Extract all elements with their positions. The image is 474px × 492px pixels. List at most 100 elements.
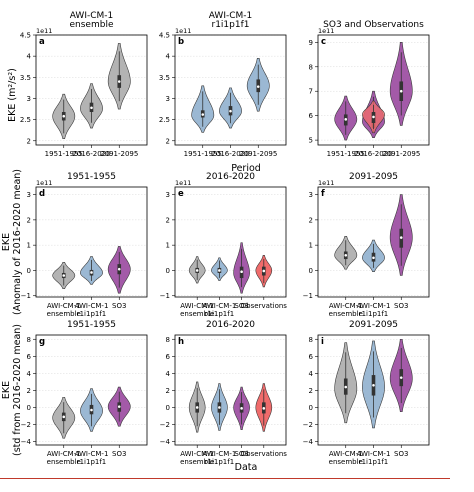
panel-title: AWI-CM-1 xyxy=(209,11,253,21)
x-tick-label: SO3 xyxy=(234,450,248,458)
violin-a-1 xyxy=(80,83,103,129)
y-tick-label: 0 xyxy=(166,267,170,275)
x-tick-label: Observations xyxy=(241,302,288,310)
x-tick-label: SO3 xyxy=(112,450,126,458)
violin-median xyxy=(372,256,375,260)
violin-median xyxy=(262,269,266,273)
x-tick-label: r1i1p1f1 xyxy=(359,458,389,466)
y-tick-label: −2 xyxy=(21,421,31,429)
violin-median xyxy=(218,406,221,409)
violin-d-0 xyxy=(52,262,76,289)
x-tick-label: ensemble xyxy=(47,310,81,318)
panel-g: −4 −2 0 2 4 6 8 AWI-CM-1ensembleAWI-CM-1r1i1p1f… xyxy=(21,320,148,466)
axis-exponent: 1e11 xyxy=(318,179,334,187)
x-tick-label: 2091-2095 xyxy=(239,150,277,158)
panels: 22.533.544.51951-19552016-20202091-2095A… xyxy=(20,11,430,466)
violin-median xyxy=(90,408,93,412)
violin-median xyxy=(399,376,403,379)
y-tick-label: 8 xyxy=(309,336,313,344)
y-tick-label: 4 xyxy=(309,370,314,378)
y-tick-label: 6 xyxy=(309,112,314,120)
violin-median xyxy=(344,253,348,257)
violin-median xyxy=(90,106,93,110)
panel-title: 2091-2095 xyxy=(349,172,398,182)
y-tick-label: 7 xyxy=(309,88,313,96)
y-tick-label: −1 xyxy=(21,292,31,300)
panel-title: 2016-2020 xyxy=(206,320,255,330)
row-3-ylabel-line-2: (std from 2016-2020 mean) xyxy=(12,324,23,456)
y-tick-label: −4 xyxy=(303,438,314,446)
y-tick-label: −4 xyxy=(160,438,171,446)
violin-median xyxy=(344,118,348,121)
y-tick-label: 4.5 xyxy=(159,32,170,40)
y-tick-label: 5 xyxy=(309,137,313,145)
y-tick-label: 2 xyxy=(309,216,313,224)
y-tick-label: 4 xyxy=(27,370,32,378)
y-tick-label: 0 xyxy=(309,267,313,275)
violin-f-0 xyxy=(334,236,358,270)
period-label: Period xyxy=(231,163,261,174)
violin-b-1 xyxy=(219,87,242,129)
violin-a-0 xyxy=(52,93,76,139)
y-tick-label: 0 xyxy=(166,404,170,412)
panel-frame xyxy=(174,334,287,446)
violin-median xyxy=(399,236,403,239)
x-tick-label: 2091-2095 xyxy=(382,150,420,158)
panel-letter: e xyxy=(178,189,184,199)
x-tick-label: ensemble xyxy=(329,458,363,466)
y-tick-label: 4 xyxy=(166,53,171,61)
violin-h-2 xyxy=(233,386,250,430)
violin-median xyxy=(90,271,93,274)
y-tick-label: 3 xyxy=(27,191,31,199)
violin-c-2 xyxy=(362,100,385,134)
y-tick-label: 8 xyxy=(27,336,31,344)
data-label: Data xyxy=(235,462,258,473)
y-tick-label: 6 xyxy=(309,353,314,361)
violin-median xyxy=(256,85,260,88)
panel-title: SO3 and Observations xyxy=(323,20,424,30)
x-tick-label: AWI-CM-1 xyxy=(75,450,109,458)
x-tick-label: 2091-2095 xyxy=(100,150,138,158)
violin-median xyxy=(399,89,403,93)
y-tick-label: 2 xyxy=(27,137,31,145)
violin-median xyxy=(62,274,66,277)
y-tick-label: −1 xyxy=(160,292,170,300)
violin-h-0 xyxy=(188,381,206,433)
y-tick-label: 3 xyxy=(166,191,170,199)
x-tick-label: r1i1p1f1 xyxy=(205,458,235,466)
y-tick-label: −2 xyxy=(160,421,170,429)
x-tick-label: 2016-2020 xyxy=(211,150,249,158)
violin-median xyxy=(195,406,199,409)
violin-median xyxy=(201,113,205,116)
y-tick-label: 3.5 xyxy=(159,74,170,82)
panel-h: −4 −2 0 2 4 6 8 AWI-CM-1ensembleAWI-CM-1r1i1p1f… xyxy=(160,320,288,466)
panel-title: ensemble xyxy=(70,20,114,30)
panel-title: 1951-1955 xyxy=(67,320,116,330)
y-tick-label: 2.5 xyxy=(20,116,31,124)
y-tick-label: 3.5 xyxy=(20,74,31,82)
x-tick-label: ensemble xyxy=(329,310,363,318)
violin-g-1 xyxy=(80,388,103,432)
violin-i-2 xyxy=(389,338,413,413)
panel-title: 2091-2095 xyxy=(349,320,398,330)
panel-title: 1951-1955 xyxy=(67,172,116,182)
y-tick-label: 4 xyxy=(166,370,171,378)
x-tick-label: 2016-2020 xyxy=(354,150,392,158)
y-tick-label: 0 xyxy=(27,267,31,275)
axis-exponent: 1e11 xyxy=(36,179,52,187)
x-tick-label: ensemble xyxy=(180,310,214,318)
panel-letter: f xyxy=(321,189,325,199)
axis-exponent: 1e11 xyxy=(175,27,191,35)
violin-i-0 xyxy=(334,342,358,424)
violin-median xyxy=(117,80,121,83)
y-tick-label: −4 xyxy=(21,438,32,446)
violin-median xyxy=(62,114,66,118)
violin-i-1 xyxy=(362,340,385,429)
y-tick-label: 2 xyxy=(166,216,170,224)
y-tick-label: 1 xyxy=(309,242,313,250)
violin-median xyxy=(62,415,66,419)
